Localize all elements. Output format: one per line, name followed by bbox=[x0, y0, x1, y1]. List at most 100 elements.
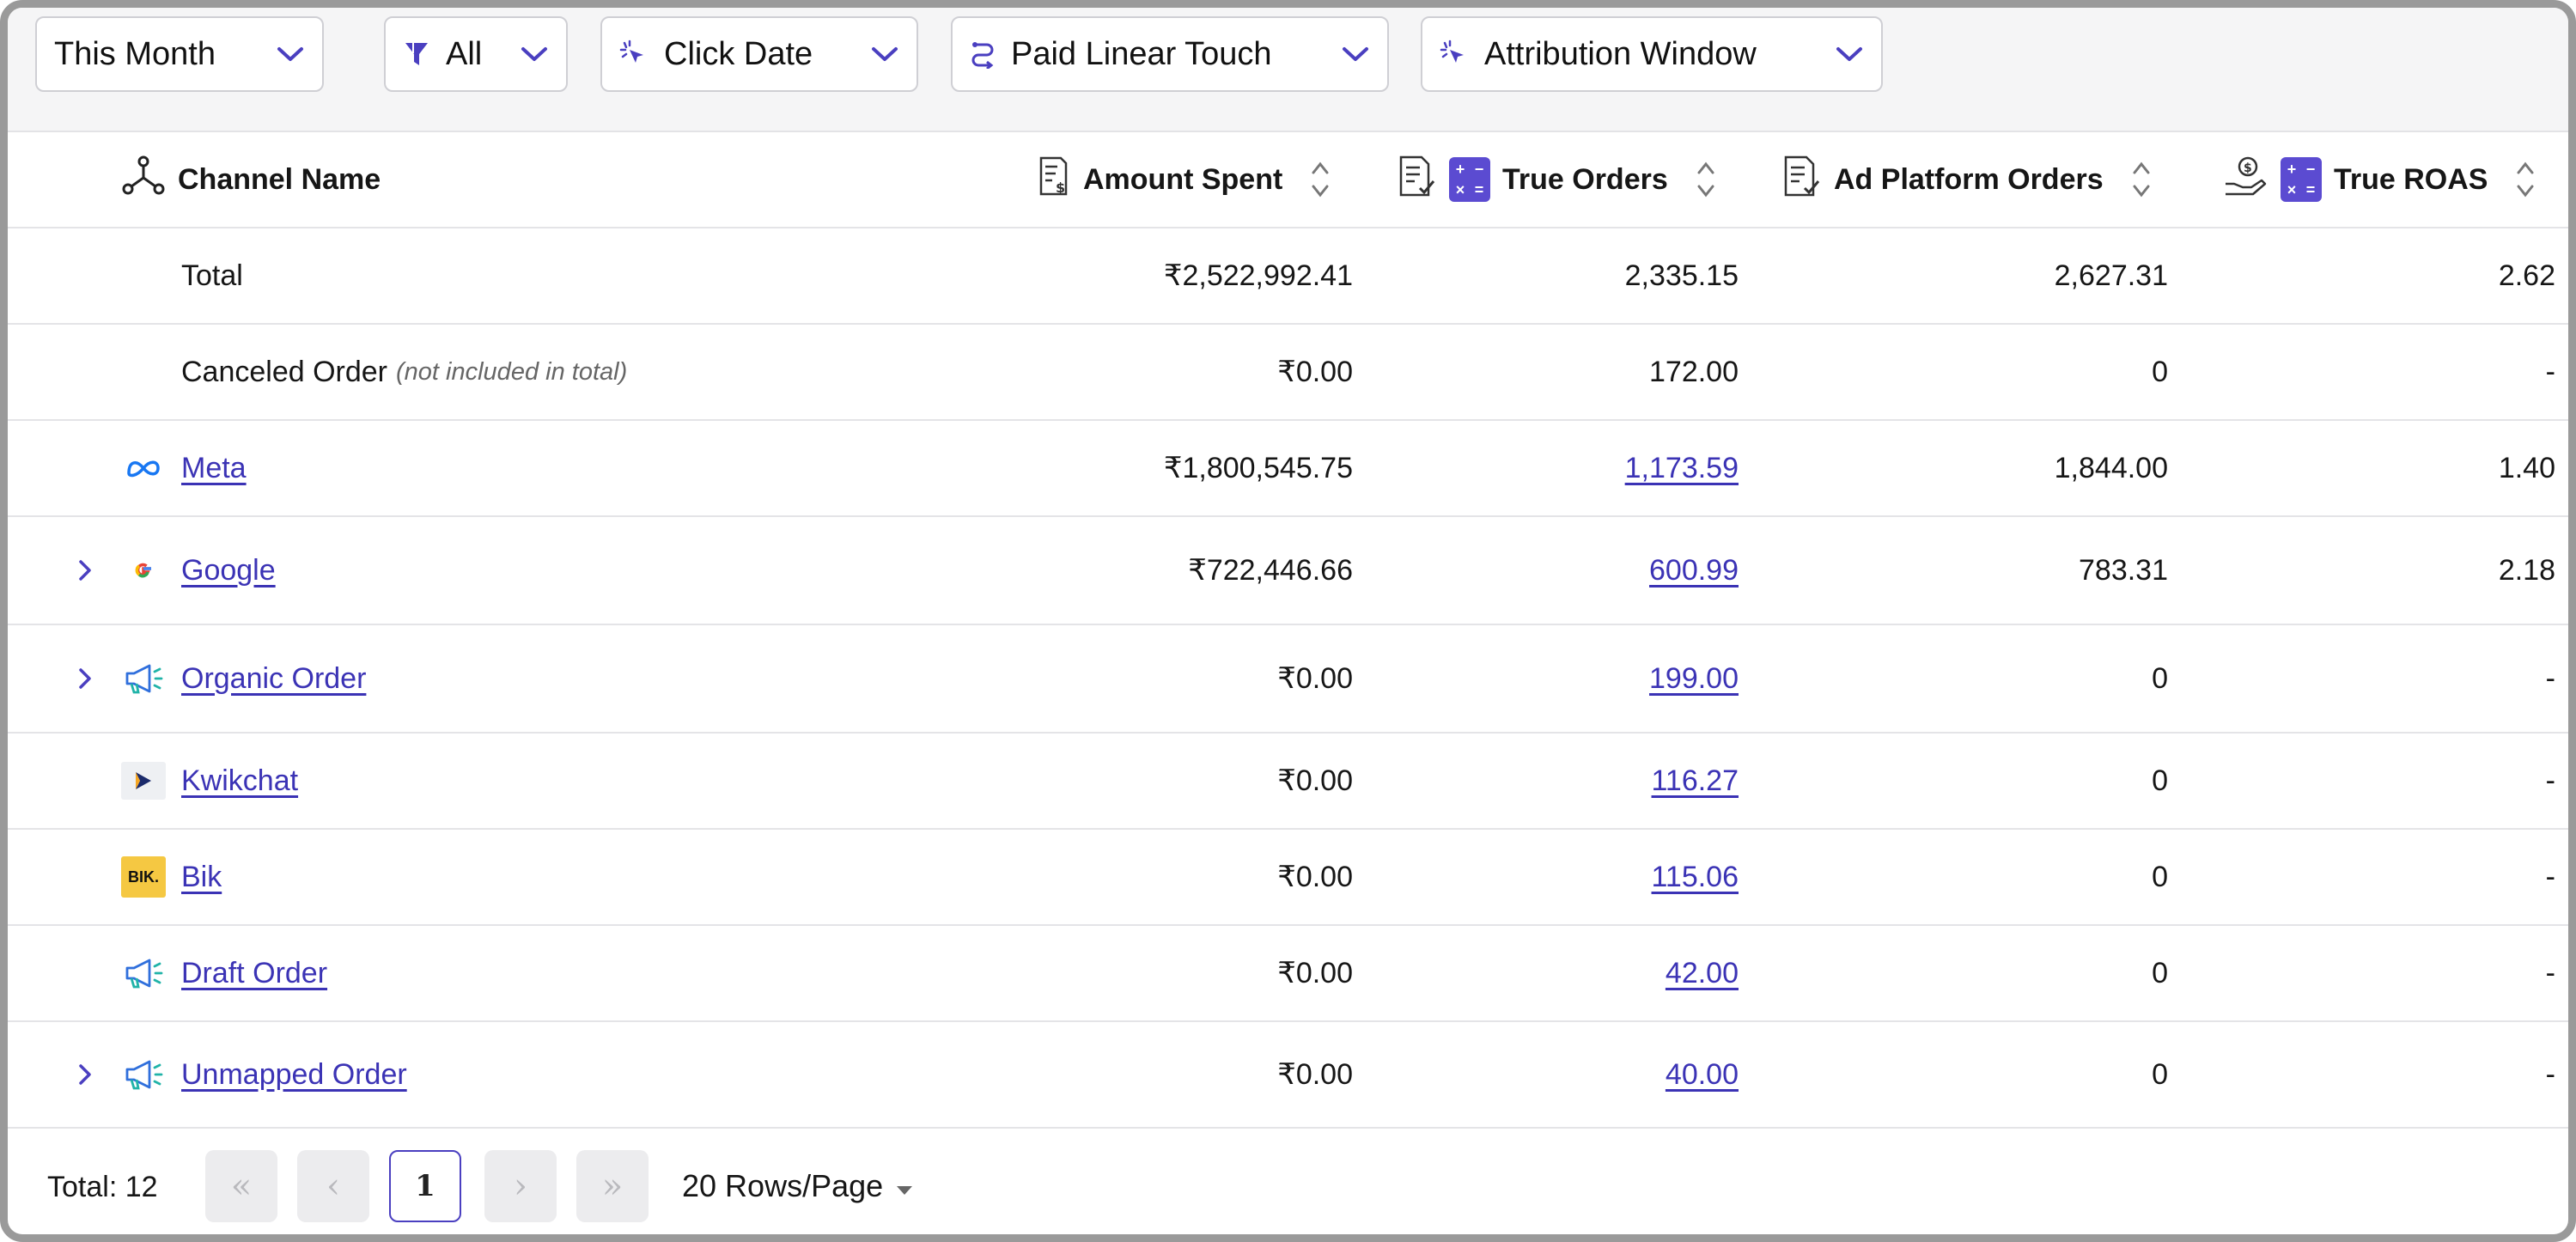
meta-icon bbox=[119, 421, 167, 515]
true-roas: - bbox=[2545, 1057, 2555, 1091]
table-row-draft-order: Draft Order ₹0.00 42.00 0 - bbox=[8, 926, 2568, 1022]
column-header-roas[interactable]: $ + − × = True ROAS bbox=[2222, 132, 2536, 227]
true-roas: - bbox=[2545, 764, 2555, 797]
true-orders-link[interactable]: 116.27 bbox=[1651, 764, 1739, 797]
ad-platform-orders: 783.31 bbox=[2079, 553, 2168, 587]
true-roas: - bbox=[2545, 860, 2555, 893]
table-header-row: Channel Name $ Amount Spent + − × = True Or… bbox=[8, 132, 2568, 228]
channel-filter-dropdown[interactable]: All bbox=[384, 16, 568, 92]
filter-funnel-icon bbox=[403, 40, 430, 69]
column-header-spent[interactable]: $ Amount Spent bbox=[1037, 132, 1331, 227]
true-orders-link[interactable]: 600.99 bbox=[1649, 553, 1739, 587]
channel-link-organic-order[interactable]: Organic Order bbox=[181, 661, 367, 695]
channel-link-kwikchat[interactable]: Kwikchat bbox=[181, 764, 299, 797]
attribution-window-label: Attribution Window bbox=[1484, 35, 1757, 72]
true-orders: 2,335.15 bbox=[1624, 259, 1739, 292]
rows-per-page-select[interactable]: 20 Rows/Page bbox=[682, 1150, 914, 1222]
amount-spent: ₹0.00 bbox=[1277, 861, 1353, 893]
channel-link-meta[interactable]: Meta bbox=[181, 451, 247, 484]
sort-icon[interactable] bbox=[2131, 159, 2152, 200]
date-range-label: This Month bbox=[54, 35, 216, 72]
column-label: Amount Spent bbox=[1083, 162, 1283, 196]
true-roas: - bbox=[2545, 661, 2555, 695]
chevron-down-icon bbox=[520, 46, 549, 63]
column-header-ad-orders[interactable]: Ad Platform Orders bbox=[1782, 132, 2152, 227]
last-page-button[interactable]: » bbox=[576, 1150, 649, 1222]
ad-platform-orders: 0 bbox=[2152, 1057, 2168, 1091]
expand-chevron-icon[interactable] bbox=[68, 517, 102, 624]
prev-page-button[interactable]: ‹ bbox=[297, 1150, 369, 1222]
ad-platform-orders: 1,844.00 bbox=[2054, 451, 2168, 484]
column-header-true-orders[interactable]: + − × = True Orders bbox=[1398, 132, 1716, 227]
current-page-button[interactable]: 1 bbox=[389, 1150, 461, 1222]
first-page-button[interactable]: « bbox=[205, 1150, 277, 1222]
channel-name: Canceled Order bbox=[181, 355, 388, 388]
column-label: True ROAS bbox=[2334, 162, 2488, 196]
true-roas: 2.18 bbox=[2498, 553, 2555, 587]
total-row: Total ₹2,522,992.41 2,335.15 2,627.31 2.… bbox=[8, 228, 2568, 325]
chevron-down-icon bbox=[276, 46, 305, 63]
click-cursor-icon bbox=[1440, 40, 1469, 69]
megaphone-icon bbox=[119, 625, 167, 732]
caret-down-icon bbox=[895, 1168, 914, 1204]
date-type-label: Click Date bbox=[664, 35, 813, 72]
expand-chevron-icon[interactable] bbox=[68, 1022, 102, 1127]
channel-network-icon bbox=[121, 155, 166, 205]
sort-icon[interactable] bbox=[1310, 159, 1331, 200]
hand-money-icon: $ bbox=[2222, 155, 2268, 205]
attribution-window-dropdown[interactable]: Attribution Window bbox=[1421, 16, 1883, 92]
true-roas: - bbox=[2545, 956, 2555, 989]
expand-chevron-icon[interactable] bbox=[68, 625, 102, 732]
true-orders-link[interactable]: 40.00 bbox=[1665, 1057, 1739, 1091]
true-orders-link[interactable]: 199.00 bbox=[1649, 661, 1739, 695]
true-orders-link[interactable]: 1,173.59 bbox=[1624, 451, 1739, 484]
date-type-dropdown[interactable]: Click Date bbox=[600, 16, 918, 92]
amount-spent: ₹722,446.66 bbox=[1188, 554, 1353, 587]
date-range-dropdown[interactable]: This Month bbox=[35, 16, 324, 92]
channel-name: Total bbox=[181, 259, 243, 292]
attribution-model-label: Paid Linear Touch bbox=[1011, 35, 1272, 72]
table-row-organic-order: Organic Order ₹0.00 199.00 0 - bbox=[8, 625, 2568, 734]
chevron-down-icon bbox=[1341, 46, 1370, 63]
amount-spent: ₹0.00 bbox=[1277, 764, 1353, 797]
filter-bar: This Month All Click Date bbox=[8, 8, 2568, 132]
amount-spent: ₹0.00 bbox=[1277, 957, 1353, 989]
channel-link-google[interactable]: Google bbox=[181, 553, 276, 587]
invoice-dollar-icon: $ bbox=[1037, 155, 1071, 205]
chevron-down-icon bbox=[1835, 46, 1864, 63]
svg-text:$: $ bbox=[2244, 161, 2252, 175]
true-orders-link[interactable]: 115.06 bbox=[1651, 860, 1739, 893]
table-row-bik: BIK. Bik ₹0.00 115.06 0 - bbox=[8, 830, 2568, 926]
table-row-meta: Meta ₹1,800,545.75 1,173.59 1,844.00 1.4… bbox=[8, 421, 2568, 517]
model-path-icon bbox=[970, 40, 996, 69]
total-count: Total: 12 bbox=[47, 1171, 158, 1203]
column-label: Ad Platform Orders bbox=[1834, 162, 2104, 196]
click-cursor-icon bbox=[619, 40, 649, 69]
channel-name-cell: Canceled Order (not included in total) bbox=[181, 325, 627, 419]
true-orders-link[interactable]: 42.00 bbox=[1665, 956, 1739, 989]
column-header-channel[interactable]: Channel Name bbox=[121, 132, 381, 227]
sort-icon[interactable] bbox=[2515, 159, 2536, 200]
true-roas: - bbox=[2545, 355, 2555, 388]
pagination-bar: Total: 12 « ‹ 1 › » 20 Rows/Page bbox=[8, 1133, 2568, 1234]
attribution-model-dropdown[interactable]: Paid Linear Touch bbox=[951, 16, 1389, 92]
channel-link-draft-order[interactable]: Draft Order bbox=[181, 956, 328, 989]
ad-platform-orders: 0 bbox=[2152, 956, 2168, 989]
bik-icon: BIK. bbox=[119, 830, 167, 924]
sort-icon[interactable] bbox=[1696, 159, 1716, 200]
channel-table: Channel Name $ Amount Spent + − × = True Or… bbox=[8, 132, 2568, 1129]
order-document-icon bbox=[1782, 154, 1822, 206]
next-page-button[interactable]: › bbox=[484, 1150, 557, 1222]
ad-platform-orders: 0 bbox=[2152, 661, 2168, 695]
table-row-unmapped-order: Unmapped Order ₹0.00 40.00 0 - bbox=[8, 1022, 2568, 1129]
calculator-icon: + − × = bbox=[2281, 157, 2322, 202]
megaphone-icon bbox=[119, 1022, 167, 1127]
rows-per-page-label: 20 Rows/Page bbox=[682, 1168, 884, 1203]
amount-spent: ₹1,800,545.75 bbox=[1163, 452, 1353, 484]
megaphone-icon bbox=[119, 926, 167, 1020]
ad-platform-orders: 2,627.31 bbox=[2054, 259, 2168, 292]
channel-link-unmapped-order[interactable]: Unmapped Order bbox=[181, 1057, 407, 1091]
channel-link-bik[interactable]: Bik bbox=[181, 860, 222, 893]
google-icon bbox=[119, 517, 167, 624]
